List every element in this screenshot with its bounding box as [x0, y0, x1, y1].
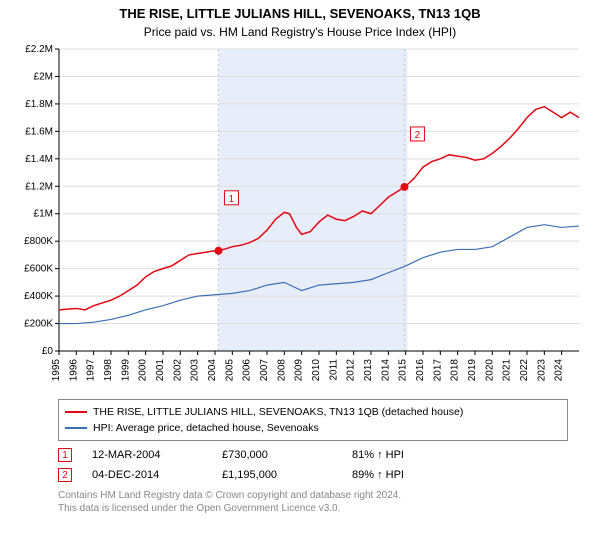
legend-label: HPI: Average price, detached house, Seve… [93, 420, 319, 436]
svg-text:2007: 2007 [259, 359, 270, 382]
annotation-table: 1 12-MAR-2004 £730,000 81% ↑ HPI 2 04-DEC-201… [58, 445, 568, 485]
svg-text:2001: 2001 [155, 359, 166, 382]
svg-text:2014: 2014 [380, 359, 391, 382]
svg-text:2022: 2022 [519, 359, 530, 382]
svg-text:£1.8M: £1.8M [25, 99, 53, 110]
chart-svg: £0 £200K £400K £600K £800K £1M £1.2M £1.4M £1.6M… [9, 43, 591, 393]
svg-text:£2M: £2M [34, 71, 53, 82]
svg-text:2018: 2018 [450, 359, 461, 382]
svg-text:£0: £0 [42, 346, 54, 357]
annotation-price: £1,195,000 [222, 469, 332, 481]
svg-text:1996: 1996 [68, 359, 79, 382]
svg-text:2003: 2003 [190, 359, 201, 382]
annotation-pct: 89% ↑ HPI [352, 469, 404, 481]
svg-text:£800K: £800K [24, 236, 53, 247]
legend-item: THE RISE, LITTLE JULIANS HILL, SEVENOAKS… [65, 404, 561, 420]
chart-subtitle: Price paid vs. HM Land Registry's House … [8, 25, 592, 39]
svg-text:£1.6M: £1.6M [25, 126, 53, 137]
chart-area: £0 £200K £400K £600K £800K £1M £1.2M £1.4M £1.6M… [9, 43, 591, 393]
svg-text:2015: 2015 [398, 359, 409, 382]
svg-text:2008: 2008 [276, 359, 287, 382]
svg-text:2006: 2006 [242, 359, 253, 382]
legend: THE RISE, LITTLE JULIANS HILL, SEVENOAKS… [58, 399, 568, 441]
legend-item: HPI: Average price, detached house, Seve… [65, 420, 561, 436]
legend-swatch [65, 411, 87, 413]
annotation-marker: 1 [58, 448, 72, 462]
svg-text:£1.2M: £1.2M [25, 181, 53, 192]
svg-text:2011: 2011 [328, 359, 339, 381]
svg-text:2005: 2005 [224, 359, 235, 382]
svg-text:£600K: £600K [24, 264, 53, 275]
svg-text:2010: 2010 [311, 359, 322, 382]
svg-text:2020: 2020 [484, 359, 495, 382]
svg-text:£200K: £200K [24, 319, 53, 330]
chart-container: THE RISE, LITTLE JULIANS HILL, SEVENOAKS… [0, 0, 600, 519]
annotation-marker: 2 [58, 468, 72, 482]
svg-text:2004: 2004 [207, 359, 218, 382]
annotation-row: 1 12-MAR-2004 £730,000 81% ↑ HPI [58, 445, 568, 465]
chart-title: THE RISE, LITTLE JULIANS HILL, SEVENOAKS… [8, 6, 592, 21]
annotation-price: £730,000 [222, 449, 332, 461]
svg-text:2021: 2021 [502, 359, 513, 382]
legend-label: THE RISE, LITTLE JULIANS HILL, SEVENOAKS… [93, 404, 463, 420]
svg-text:2013: 2013 [363, 359, 374, 382]
svg-text:2017: 2017 [432, 359, 443, 382]
svg-text:1: 1 [229, 194, 235, 205]
svg-text:2019: 2019 [467, 359, 478, 382]
svg-text:2000: 2000 [138, 359, 149, 382]
svg-text:£400K: £400K [24, 291, 53, 302]
annotation-date: 12-MAR-2004 [92, 449, 202, 461]
footer-line: Contains HM Land Registry data © Crown c… [58, 489, 568, 502]
annotation-date: 04-DEC-2014 [92, 469, 202, 481]
svg-text:£2.2M: £2.2M [25, 44, 53, 55]
annotation-pct: 81% ↑ HPI [352, 449, 404, 461]
svg-text:2023: 2023 [536, 359, 547, 382]
svg-text:£1.4M: £1.4M [25, 154, 53, 165]
svg-text:2002: 2002 [172, 359, 183, 382]
svg-text:£1M: £1M [34, 209, 53, 220]
svg-text:1998: 1998 [103, 359, 114, 382]
svg-text:2009: 2009 [294, 359, 305, 382]
footer-line: This data is licensed under the Open Gov… [58, 502, 568, 515]
svg-text:2: 2 [415, 130, 421, 141]
svg-text:2016: 2016 [415, 359, 426, 382]
legend-swatch [65, 427, 87, 429]
svg-text:1997: 1997 [86, 359, 97, 382]
annotation-row: 2 04-DEC-2014 £1,195,000 89% ↑ HPI [58, 465, 568, 485]
svg-text:2024: 2024 [554, 359, 565, 382]
svg-text:2012: 2012 [346, 359, 357, 382]
svg-text:1999: 1999 [120, 359, 131, 382]
footer-text: Contains HM Land Registry data © Crown c… [58, 489, 568, 515]
svg-text:1995: 1995 [51, 359, 62, 382]
